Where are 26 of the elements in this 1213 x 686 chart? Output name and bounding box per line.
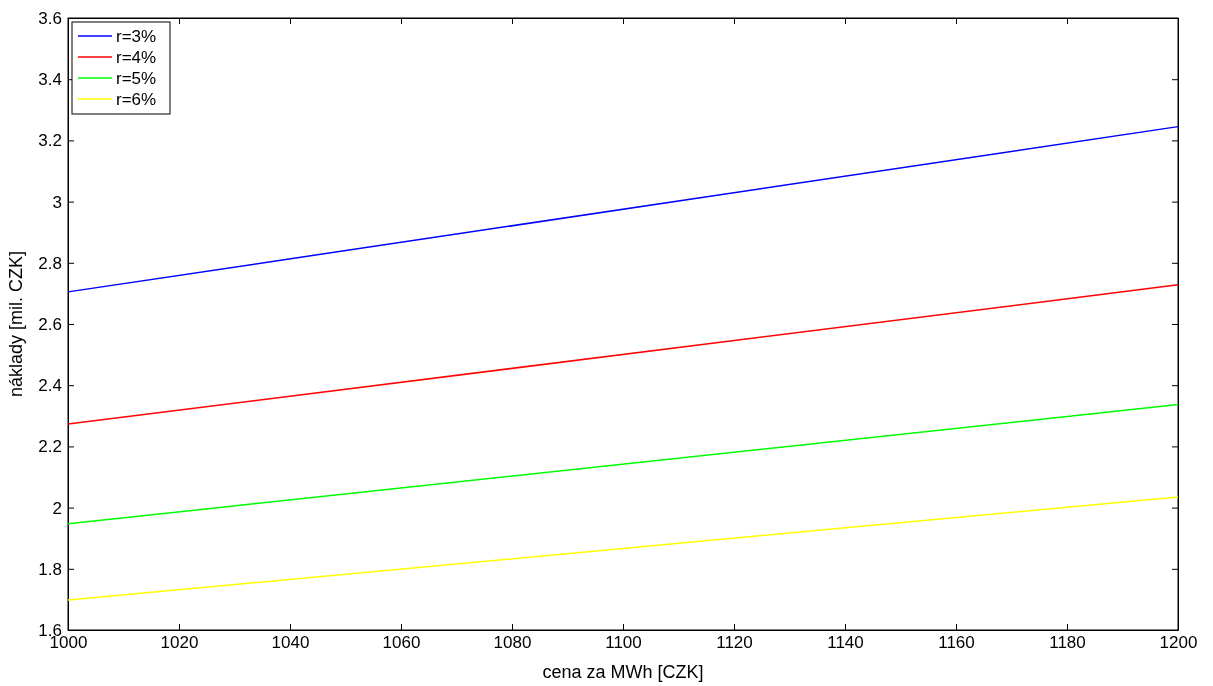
legend-label: r=3% — [116, 27, 157, 46]
x-tick-label: 1180 — [1049, 633, 1086, 653]
y-tick-label: 1.8 — [38, 559, 62, 579]
y-tick-label: 3 — [52, 192, 62, 212]
x-tick-label: 1080 — [493, 633, 532, 653]
y-tick-label: 2 — [52, 498, 62, 518]
x-tick-label: 1040 — [271, 633, 310, 653]
y-axis-title: náklady [mil. CZK] — [6, 250, 26, 398]
x-tick-label: 1160 — [938, 633, 975, 653]
x-tick-label: 1200 — [1159, 633, 1198, 653]
y-tick-label: 3.6 — [38, 8, 62, 28]
x-tick-label: 1060 — [382, 633, 421, 653]
y-tick-label: 3.4 — [38, 70, 62, 90]
x-tick-label: 1100 — [605, 633, 642, 653]
legend-label: r=5% — [116, 69, 157, 88]
legend-label: r=4% — [116, 48, 157, 67]
x-axis-title: cena za MWh [CZK] — [542, 662, 704, 682]
legend-label: r=6% — [116, 90, 157, 109]
y-tick-label: 2.2 — [38, 437, 62, 457]
y-tick-label: 2.8 — [38, 253, 62, 273]
y-tick-label: 2.4 — [38, 376, 62, 396]
y-tick-label: 2.6 — [38, 314, 62, 334]
x-tick-label: 1140 — [827, 633, 864, 653]
y-tick-label: 3.2 — [38, 131, 62, 151]
x-tick-label: 1120 — [716, 633, 753, 653]
x-tick-label: 1020 — [160, 633, 199, 653]
